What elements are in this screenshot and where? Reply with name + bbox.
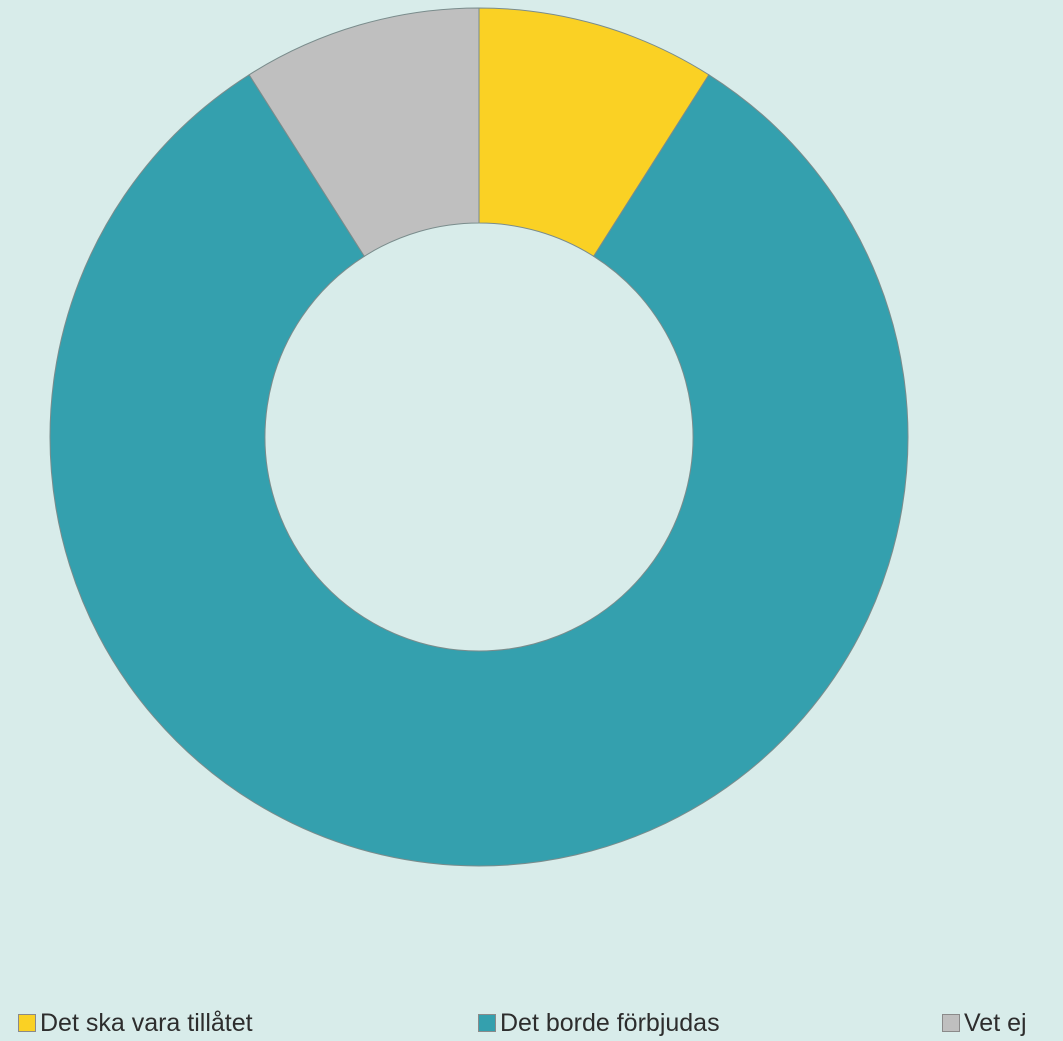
slice-dont-know <box>248 7 480 258</box>
legend-swatch-dont-know <box>942 1014 960 1032</box>
legend-item-forbidden: Det borde förbjudas <box>478 1010 720 1036</box>
slice-forbidden <box>49 74 909 867</box>
donut-plot <box>49 7 909 867</box>
slice-allowed <box>478 7 710 258</box>
legend-item-dont-know: Vet ej <box>942 1010 1027 1036</box>
legend-swatch-allowed <box>18 1014 36 1032</box>
legend-label-forbidden: Det borde förbjudas <box>500 1009 720 1037</box>
legend-swatch-forbidden <box>478 1014 496 1032</box>
legend-label-allowed: Det ska vara tillåtet <box>40 1009 253 1037</box>
legend-item-allowed: Det ska vara tillåtet <box>18 1010 253 1036</box>
legend-label-dont-know: Vet ej <box>964 1009 1027 1037</box>
